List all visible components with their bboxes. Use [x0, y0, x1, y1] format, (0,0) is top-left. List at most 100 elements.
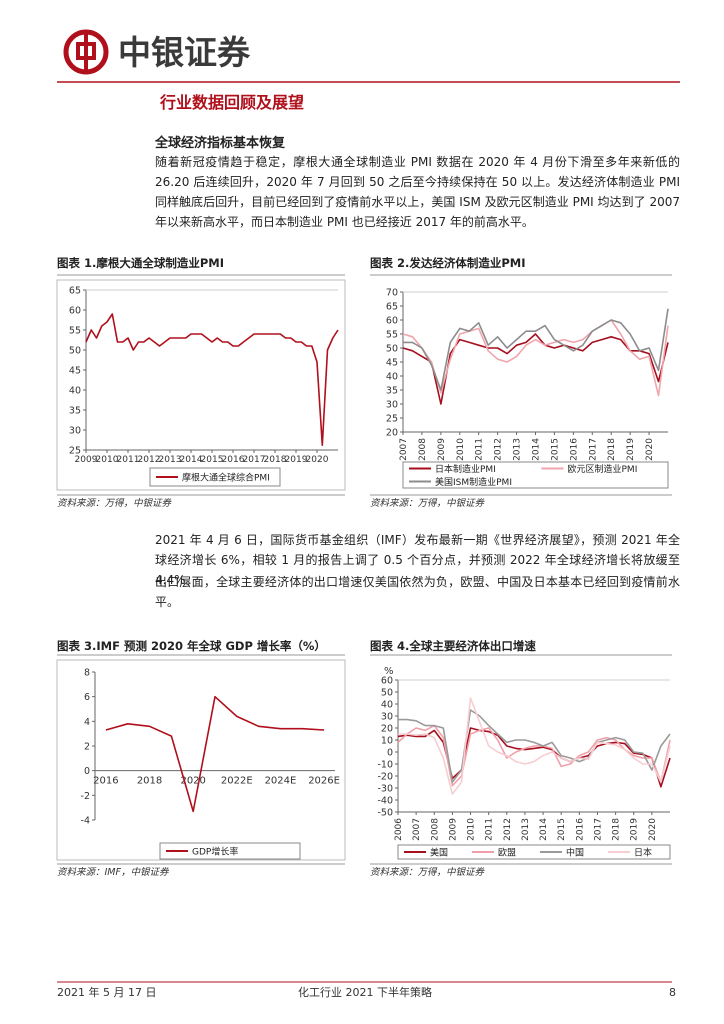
series-line [398, 709, 671, 783]
series-line [397, 724, 671, 787]
x-tick-label: 2013 [521, 818, 531, 841]
y-tick-label: 60 [69, 306, 81, 317]
y-tick-label: 65 [69, 286, 81, 297]
y-tick-label: 60 [386, 316, 398, 327]
paragraph: 随着新冠疫情趋于稳定，摩根大通全球制造业 PMI 数据在 2020 年 4 月份… [155, 155, 680, 229]
chart-frame [56, 659, 346, 861]
series-line [85, 313, 339, 446]
page-number: 8 [669, 986, 676, 999]
x-tick-label: 2019 [285, 455, 308, 465]
x-tick-label: 2018 [137, 776, 162, 787]
subsection-title: 全球经济指标基本恢复 [154, 135, 286, 151]
x-tick-label: 2008 [418, 438, 428, 461]
footer-title: 化工行业 2021 下半年策略 [298, 985, 432, 999]
figure-source: 资料来源：万得，中银证券 [370, 497, 486, 509]
x-tick-label: 2018 [607, 438, 617, 461]
legend-box [149, 467, 281, 487]
legend-box [402, 461, 669, 489]
y-tick-label: -10 [377, 760, 393, 771]
legend-label: 中国 [566, 847, 584, 859]
x-tick-label: 2013 [159, 455, 182, 465]
x-tick-label: 2016 [569, 438, 579, 461]
y-tick-label: 10 [381, 736, 393, 747]
y-tick-label: 30 [386, 400, 398, 411]
y-tick-label: 65 [386, 302, 398, 313]
brand: 中银证券 [118, 33, 251, 72]
y-tick-label: 45 [386, 358, 398, 369]
x-tick-label: 2010 [96, 455, 119, 465]
section-title: 行业数据回顾及展望 [159, 93, 304, 112]
y-tick-label: 55 [69, 326, 81, 337]
x-tick-label: 2012 [503, 818, 513, 841]
y-tick-label: 50 [69, 346, 81, 357]
x-tick-label: 2009 [448, 818, 458, 841]
series-line [402, 319, 669, 397]
x-tick-label: 2017 [243, 455, 266, 465]
legend-label: 欧盟 [498, 847, 516, 859]
x-tick-label: 2013 [513, 438, 523, 461]
series-line [403, 308, 669, 391]
y-tick-label: 8 [84, 668, 90, 679]
figure-caption: 图表 1.摩根大通全球制造业PMI [57, 256, 224, 270]
x-tick-label: 2018 [264, 455, 287, 465]
y-tick-label: 25 [69, 446, 81, 457]
x-tick-label: 2008 [430, 818, 440, 841]
y-tick-label: 20 [386, 428, 398, 439]
y-tick-label: 4 [84, 717, 90, 728]
logo [63, 29, 109, 75]
y-tick-label: 25 [386, 414, 398, 425]
x-tick-label: 2016 [222, 455, 245, 465]
x-tick-label: 2015 [201, 455, 224, 465]
x-tick-label: 2014 [180, 455, 203, 465]
x-tick-label: 2019 [626, 438, 636, 461]
x-tick-label: 2020 [306, 455, 329, 465]
series-line [397, 727, 671, 788]
figure-caption: 图表 4.全球主要经济体出口增速 [370, 639, 536, 653]
x-tick-label: 2020 [180, 776, 205, 787]
logo-bar [84, 30, 88, 74]
x-tick-label: 2017 [588, 438, 598, 461]
figure-source: 资料来源：万得，中银证券 [370, 866, 486, 878]
x-tick-label: 2022E [221, 776, 253, 787]
legend-box [397, 844, 671, 860]
y-tick-label: -40 [377, 796, 393, 807]
x-tick-label: 2010 [456, 438, 466, 461]
x-tick-label: 2011 [117, 455, 140, 465]
legend-box [159, 842, 301, 860]
y-tick-label: 0 [84, 766, 90, 777]
y-tick-label: 50 [386, 344, 398, 355]
y-tick-label: 50 [381, 688, 393, 699]
x-tick-label: 2024E [265, 776, 297, 787]
y-tick-label: 55 [386, 330, 398, 341]
y-tick-label: 60 [381, 676, 393, 687]
y-tick-label: -4 [81, 816, 90, 827]
y-tick-label: -30 [377, 784, 393, 795]
figure-source: 资料来源：万得，中银证券 [57, 497, 173, 509]
y-tick-label: -20 [377, 772, 393, 783]
series-line [105, 695, 325, 813]
x-tick-label: 2009 [437, 438, 447, 461]
legend-label: 欧元区制造业PMI [568, 463, 638, 475]
y-tick-label: 6 [84, 692, 90, 703]
y-tick-label: 45 [69, 366, 81, 377]
x-tick-label: 2019 [630, 818, 640, 841]
x-tick-label: 2007 [399, 438, 409, 461]
x-tick-label: 2018 [612, 818, 622, 841]
legend-label: 摩根大通全球综合PMI [182, 472, 270, 484]
y-tick-label: 35 [386, 386, 398, 397]
x-tick-label: 2015 [550, 438, 560, 461]
x-tick-label: 2014 [539, 818, 549, 841]
x-tick-label: 2026E [308, 776, 340, 787]
x-tick-label: 2007 [412, 818, 422, 841]
y-axis-label: % [384, 666, 394, 677]
legend-label: GDP增长率 [192, 846, 238, 858]
x-tick-label: 2015 [557, 818, 567, 841]
legend-label: 日本制造业PMI [435, 463, 496, 475]
x-tick-label: 2012 [138, 455, 161, 465]
y-tick-label: 0 [387, 748, 393, 759]
y-tick-label: 2 [84, 742, 90, 753]
y-tick-label: 70 [386, 288, 398, 299]
x-tick-label: 2011 [485, 818, 495, 841]
y-tick-label: 20 [381, 724, 393, 735]
